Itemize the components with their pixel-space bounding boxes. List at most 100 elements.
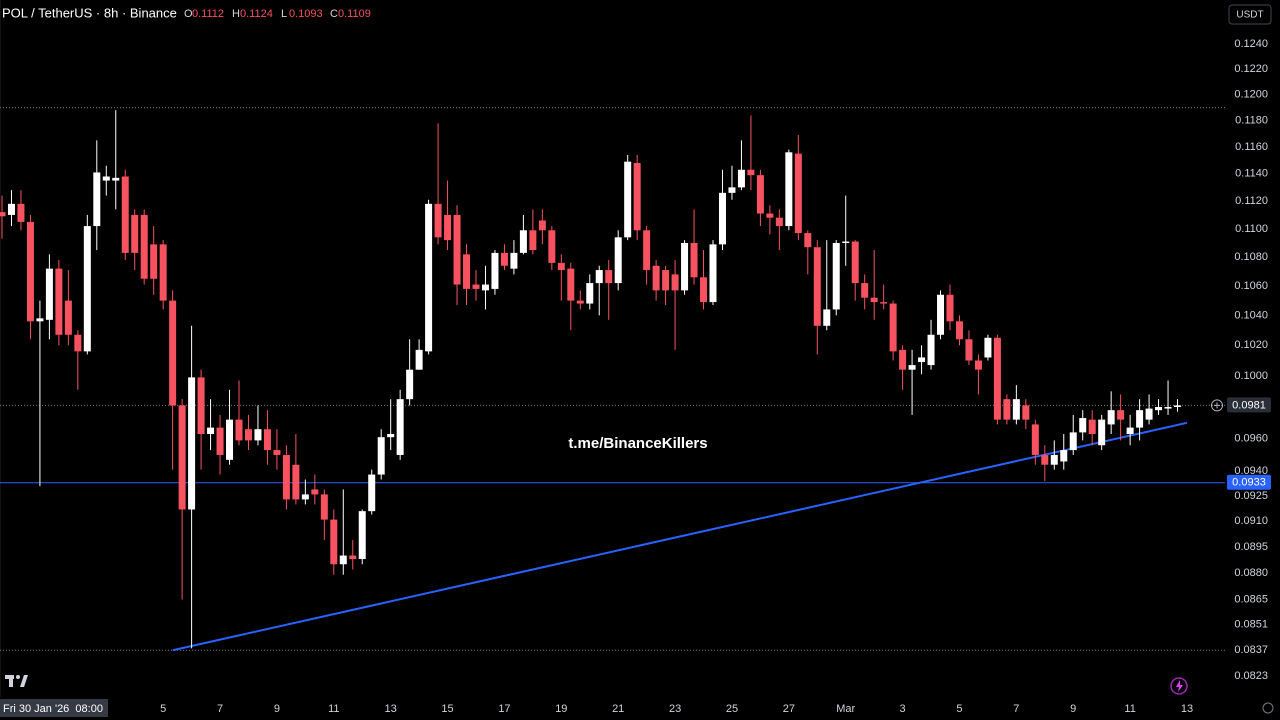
candle-body xyxy=(766,213,774,218)
x-tick-label: 5 xyxy=(956,703,962,715)
candle-body xyxy=(681,242,689,291)
candle-body xyxy=(557,262,565,271)
candle-body xyxy=(737,169,745,188)
candle-body xyxy=(1050,454,1058,465)
candle-body xyxy=(1164,407,1172,409)
candle-body xyxy=(55,268,63,335)
candle-body xyxy=(1069,432,1077,451)
candle-body xyxy=(311,489,319,495)
candle-body xyxy=(861,283,869,298)
candle-body xyxy=(756,175,764,214)
y-tick-label: 0.1040 xyxy=(1234,309,1268,321)
candle-body xyxy=(1022,405,1030,420)
candle-body xyxy=(254,429,262,441)
candle-body xyxy=(425,203,433,352)
y-tick-label: 0.0895 xyxy=(1234,541,1268,553)
candle-body xyxy=(339,555,347,565)
candle-body xyxy=(851,241,859,284)
add-alert-button[interactable] xyxy=(1211,399,1223,412)
ohlc-label: C xyxy=(330,8,338,20)
candle-body xyxy=(576,300,584,304)
x-tick-label: 23 xyxy=(669,703,681,715)
candle-body xyxy=(463,254,471,289)
y-tick-label: 0.0940 xyxy=(1234,465,1268,477)
candle-body xyxy=(415,349,423,370)
candle-body xyxy=(273,450,281,455)
candle-body xyxy=(83,226,91,352)
x-tick-label: 25 xyxy=(726,703,738,715)
y-tick-label: 0.0851 xyxy=(1234,619,1268,631)
candle-body xyxy=(927,334,935,366)
candle-body xyxy=(434,203,442,238)
y-tick-label: 0.1200 xyxy=(1234,89,1268,101)
candle-body xyxy=(26,221,34,322)
candle-body xyxy=(548,230,556,263)
candle-body xyxy=(7,203,15,215)
candle-body xyxy=(842,241,850,243)
candle-body xyxy=(1145,408,1153,420)
candle-body xyxy=(1012,399,1020,420)
x-tick-label: 13 xyxy=(1181,703,1193,715)
candle-body xyxy=(1098,419,1106,446)
candle-body xyxy=(500,252,508,266)
candle-body xyxy=(169,300,177,406)
candle-body xyxy=(140,214,148,279)
candle-body xyxy=(870,297,878,303)
currency-button[interactable] xyxy=(1228,4,1272,25)
level-price-tag xyxy=(1227,474,1271,490)
y-tick-label: 0.0960 xyxy=(1234,433,1268,445)
candle-body xyxy=(586,283,594,304)
candle-body xyxy=(453,214,461,285)
candle-body xyxy=(946,294,954,322)
candle-body xyxy=(1003,399,1011,420)
ohlc-value: 0.1109 xyxy=(338,8,371,20)
candle-body xyxy=(93,172,101,227)
ohlc-label: O xyxy=(184,8,193,20)
candle-body xyxy=(1060,450,1068,462)
candle-body xyxy=(102,176,110,181)
y-tick-label: 0.1120 xyxy=(1235,195,1268,207)
candle-body xyxy=(36,318,44,322)
candle-body xyxy=(263,429,271,451)
candle-body xyxy=(804,233,812,248)
y-tick-label: 0.0880 xyxy=(1234,567,1268,579)
candle-body xyxy=(368,474,376,512)
candle-body xyxy=(899,349,907,370)
settings-icon[interactable] xyxy=(1262,702,1274,714)
ohlc-value: 0.1093 xyxy=(289,8,323,20)
candle-body xyxy=(624,161,632,238)
candle-body xyxy=(330,519,338,565)
candle-body xyxy=(150,244,158,279)
alert-icon[interactable] xyxy=(1170,677,1188,695)
candle-body xyxy=(595,270,603,284)
y-tick-label: 0.1020 xyxy=(1234,339,1268,351)
candle-body xyxy=(121,176,129,253)
candle-body xyxy=(728,187,736,193)
currency-label[interactable]: USDT xyxy=(1236,10,1263,21)
candle-body xyxy=(491,252,499,289)
candle-body xyxy=(244,429,252,441)
x-tick-label: 27 xyxy=(783,703,795,715)
candle-body xyxy=(472,284,480,289)
candle-body xyxy=(974,360,982,370)
candle-body xyxy=(112,177,120,181)
candle-body xyxy=(1126,427,1134,434)
candle-body xyxy=(993,337,1001,420)
crosshair-time-box xyxy=(0,699,108,717)
candle-body xyxy=(178,405,186,510)
y-tick-label: 0.1100 xyxy=(1235,223,1268,235)
current-price-tag xyxy=(1227,397,1271,413)
candle-body xyxy=(0,212,6,217)
candle-body xyxy=(1107,410,1115,425)
ohlc-label: L xyxy=(281,8,287,20)
x-tick-label: 11 xyxy=(1124,703,1135,715)
candle-body xyxy=(406,369,414,400)
x-tick-label: 17 xyxy=(498,703,510,715)
candle-body xyxy=(358,511,366,560)
candle-body xyxy=(1031,424,1039,455)
candle-body xyxy=(131,214,139,253)
y-tick-label: 0.0823 xyxy=(1234,670,1268,682)
candle-body xyxy=(444,214,452,241)
